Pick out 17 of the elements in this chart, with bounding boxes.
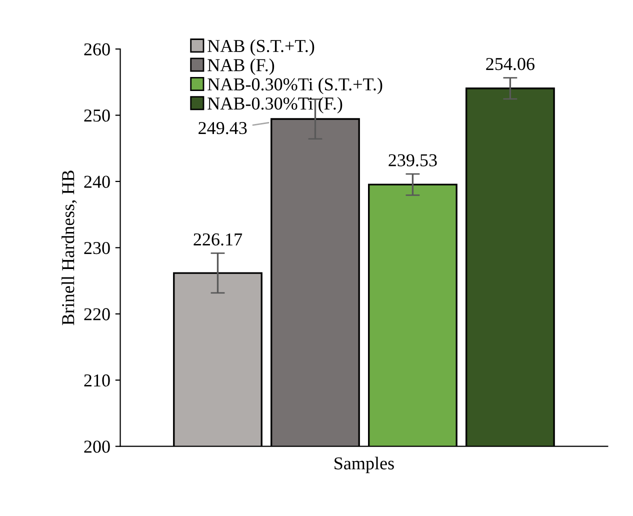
y-tick-label: 220: [84, 308, 110, 320]
data-label: 254.06: [486, 58, 534, 70]
y-tick-label: 260: [84, 43, 110, 56]
y-tick-label: 230: [84, 242, 110, 254]
legend-label: NAB-0.30%Ti (F.): [208, 96, 342, 114]
legend-label: NAB (F.): [208, 58, 274, 75]
legend-label: NAB-0.30%Ti (S.T.+T.): [208, 78, 382, 94]
y-axis-title: Brinell Hardness, HB: [62, 170, 77, 326]
y-tick-label: 250: [84, 110, 110, 122]
y-tick-label: 200: [84, 440, 110, 453]
y-tick-label: 240: [84, 176, 110, 188]
data-label: 249.43: [198, 122, 247, 134]
y-tick-label: 210: [84, 374, 110, 387]
data-label: 226.17: [194, 233, 242, 246]
data-label: 239.53: [388, 154, 437, 166]
x-axis-title: Samples: [334, 456, 394, 474]
legend-label: NAB (S.T.+T.): [208, 39, 314, 56]
